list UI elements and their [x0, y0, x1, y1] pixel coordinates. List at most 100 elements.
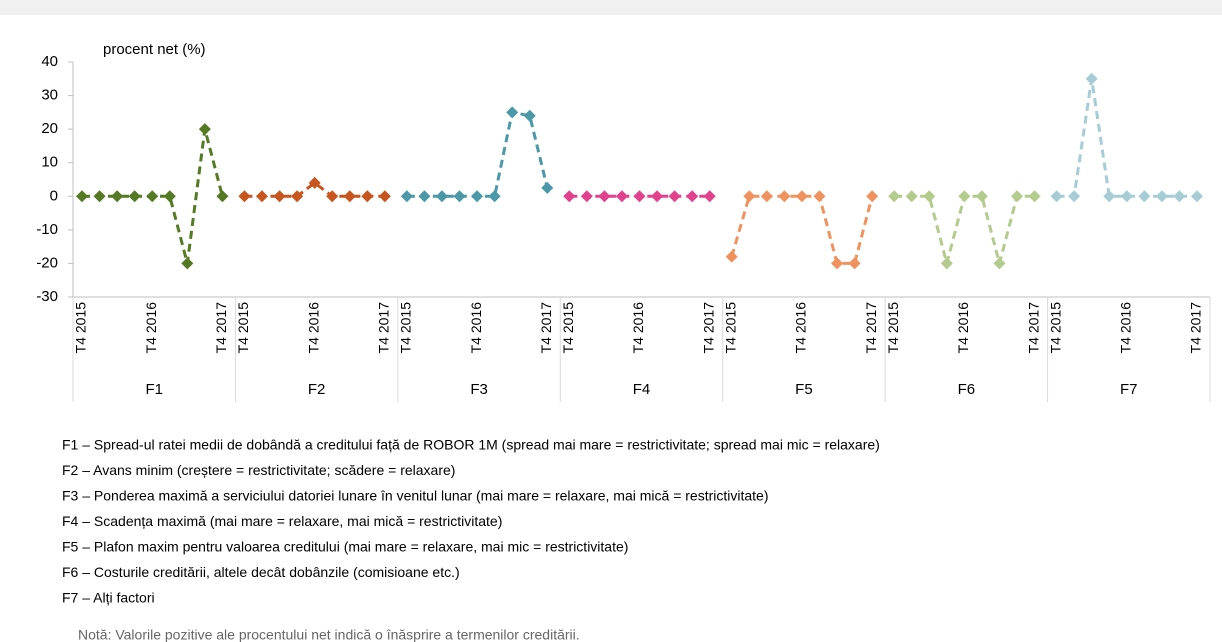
x-tick-label: T4 2017	[1025, 302, 1041, 354]
marker	[488, 190, 501, 203]
x-tick-label: T4 2017	[1188, 302, 1204, 354]
x-tick-label: T4 2016	[955, 302, 971, 354]
marker	[993, 257, 1006, 270]
x-tick-label: T4 2016	[468, 302, 484, 354]
marker	[866, 190, 879, 203]
x-tick-label: T4 2016	[143, 302, 159, 354]
x-tick-label: T4 2015	[398, 302, 414, 354]
marker	[453, 190, 466, 203]
marker	[1173, 190, 1186, 203]
group-label: F6	[958, 381, 976, 398]
y-axis-label: procent net (%)	[103, 41, 206, 58]
marker	[1068, 190, 1081, 203]
y-tick-label: 10	[41, 154, 58, 171]
note: F7 – Alți factori	[62, 590, 155, 606]
x-tick-label: T4 2016	[1117, 302, 1133, 354]
marker	[563, 190, 576, 203]
marker	[725, 250, 738, 263]
marker	[598, 190, 611, 203]
series-line	[894, 194, 1035, 270]
x-tick-label: T4 2017	[376, 302, 392, 354]
note: F1 – Spread-ul ratei medii de dobândă a …	[62, 437, 880, 453]
marker	[651, 190, 664, 203]
marker	[308, 176, 321, 189]
marker	[523, 109, 536, 122]
marker	[668, 190, 681, 203]
marker	[831, 257, 844, 270]
marker	[1120, 190, 1133, 203]
y-tick-label: 0	[50, 187, 58, 204]
marker	[615, 190, 628, 203]
x-tick-label: T4 2015	[235, 302, 251, 354]
marker	[291, 190, 304, 203]
marker	[580, 190, 593, 203]
footnote: Notă: Valorile pozitive ale procentului …	[78, 627, 580, 642]
marker	[940, 257, 953, 270]
marker	[361, 190, 374, 203]
series-line	[406, 110, 549, 198]
marker	[743, 190, 756, 203]
y-tick-label: -20	[36, 254, 58, 271]
marker	[760, 190, 773, 203]
marker	[1085, 72, 1098, 85]
x-tick-label: T4 2015	[560, 302, 576, 354]
group-label: F3	[470, 381, 488, 398]
marker	[1155, 190, 1168, 203]
marker	[471, 190, 484, 203]
marker	[686, 190, 699, 203]
marker	[198, 123, 211, 136]
note: F6 – Costurile creditării, altele decât …	[62, 564, 460, 580]
marker	[343, 190, 356, 203]
series-line	[1056, 78, 1197, 198]
marker	[326, 190, 339, 203]
y-tick-label: 30	[41, 87, 58, 104]
x-tick-label: T4 2015	[73, 302, 89, 354]
note: F2 – Avans minim (creștere = restrictivi…	[62, 462, 455, 478]
group-label: F5	[795, 381, 813, 398]
marker	[975, 190, 988, 203]
panel	[0, 15, 1222, 642]
marker	[146, 190, 159, 203]
marker	[1050, 190, 1063, 203]
marker	[848, 257, 861, 270]
marker	[128, 190, 141, 203]
y-tick-label: 40	[41, 53, 58, 70]
x-tick-label: T4 2017	[538, 302, 554, 354]
marker	[93, 190, 106, 203]
marker	[1028, 190, 1041, 203]
marker	[958, 190, 971, 203]
marker	[378, 190, 391, 203]
x-tick-label: T4 2016	[305, 302, 321, 354]
group-label: F2	[308, 381, 326, 398]
note: F5 – Plafon maxim pentru valoarea credit…	[62, 539, 628, 555]
marker	[435, 190, 448, 203]
marker	[1103, 190, 1116, 203]
group-label: F4	[633, 381, 651, 398]
marker	[813, 190, 826, 203]
note: F3 – Ponderea maximă a serviciului dator…	[62, 488, 769, 504]
marker	[238, 190, 251, 203]
group-label: F7	[1120, 381, 1138, 398]
group-label: F1	[145, 381, 163, 398]
marker	[905, 190, 918, 203]
marker	[76, 190, 88, 203]
marker	[1138, 190, 1151, 203]
y-tick-label: 20	[41, 120, 58, 137]
marker	[273, 190, 286, 203]
marker	[418, 190, 431, 203]
x-tick-label: T4 2015	[722, 302, 738, 354]
marker	[1011, 190, 1024, 203]
x-tick-label: T4 2016	[630, 302, 646, 354]
marker	[703, 190, 716, 203]
marker	[506, 106, 519, 119]
marker	[633, 190, 646, 203]
x-tick-label: T4 2017	[213, 302, 229, 354]
marker	[778, 190, 791, 203]
marker	[795, 190, 808, 203]
marker	[255, 190, 268, 203]
marker	[888, 190, 901, 203]
x-tick-label: T4 2015	[885, 302, 901, 354]
y-tick-label: -30	[36, 288, 58, 305]
